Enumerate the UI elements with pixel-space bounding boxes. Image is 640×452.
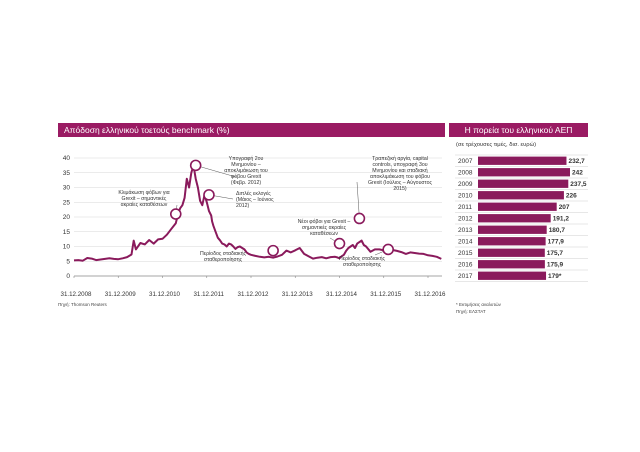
bar-chart-source: Πηγή: ΕΛΣΤΑΤ [456, 309, 486, 314]
y-tick-label: 35 [63, 170, 71, 177]
annotation-marker [169, 208, 182, 220]
bar-value-label: 242 [572, 169, 583, 176]
bar-value-label: 175,9 [547, 261, 564, 268]
annotation-leader [195, 165, 237, 178]
annotation-label: Τραπεζική αργία, capital controls, υπογρα… [368, 155, 432, 192]
x-tick-label: 31.12.2015 [370, 291, 402, 298]
bar-category-label: 2014 [458, 238, 473, 245]
gdp-bar [478, 237, 546, 246]
bar-category-label: 2007 [458, 158, 473, 165]
bar-chart-footnote: * Εκτιμήσεις αναλυτών [456, 302, 501, 307]
gdp-bar [478, 271, 547, 280]
annotation-marker [333, 237, 346, 250]
bar-value-label: 177,9 [548, 238, 565, 245]
bar-category-label: 2012 [458, 215, 473, 222]
line-chart-source: Πηγή: Thomson Reuters [58, 302, 107, 307]
y-tick-label: 30 [63, 185, 71, 192]
annotation-marker [203, 189, 215, 201]
x-tick-label: 31.12.2016 [415, 291, 447, 298]
annotation-label: Κλιμάκωση φόβων για Grexit – σημαντικές ακ… [118, 189, 169, 208]
bar-category-label: 2017 [458, 273, 473, 280]
bar-value-label: 175,7 [547, 250, 564, 257]
gdp-bar [478, 260, 545, 269]
x-tick-label: 31.12.2010 [149, 291, 181, 298]
annotation-leader [356, 181, 360, 219]
gdp-bar [478, 191, 564, 200]
y-tick-label: 20 [63, 214, 71, 221]
annotation-label: Διπλές εκλογές (Μάιος – Ιούνιος 2012) [236, 190, 274, 209]
bar-category-label: 2008 [458, 169, 473, 176]
gdp-bar [478, 225, 547, 234]
annotation-marker [267, 244, 279, 257]
x-tick-label: 31.12.2012 [238, 291, 270, 298]
x-tick-label: 31.12.2014 [326, 291, 358, 298]
line-chart-header: Απόδοση ελληνικού τοετούς benchmark (%) [58, 123, 445, 137]
y-tick-label: 0 [66, 273, 70, 280]
annotation-label: Υπογραφή 2ου Μνημονίου – αποκλιμάκωση του φ… [224, 155, 268, 186]
bar-value-label: 191,2 [553, 215, 570, 222]
y-tick-label: 25 [63, 199, 71, 206]
bar-value-label: 179* [548, 273, 562, 280]
annotation-marker [189, 159, 202, 172]
bar-value-label: 226 [566, 192, 577, 199]
bar-value-label: 232,7 [568, 158, 585, 165]
bar-category-label: 2010 [458, 192, 473, 199]
bar-chart-subtitle: (σε τρέχουσες τιμές, δισ. ευρώ) [456, 142, 537, 148]
annotation-label: Περίοδος σταδιακής σταθεροποίησης [339, 255, 385, 268]
annotation-label: Νέοι φόβοι για Grexit – σημαντικές ακραίε… [298, 218, 351, 237]
gdp-bar [478, 214, 551, 223]
yield-series-line [73, 164, 442, 262]
bar-category-label: 2013 [458, 227, 473, 234]
bar-value-label: 237,5 [570, 181, 587, 188]
bar-value-label: 207 [559, 204, 570, 211]
x-tick-label: 31.12.2008 [61, 291, 93, 298]
gdp-bar [478, 202, 557, 211]
bar-chart-header: Η πορεία του ελληνικού ΑΕΠ [449, 123, 588, 137]
gdp-bar [478, 248, 545, 257]
bar-category-label: 2015 [458, 250, 473, 257]
bar-category-label: 2009 [458, 181, 473, 188]
gdp-bar [478, 179, 569, 188]
annotation-marker [382, 243, 394, 256]
x-tick-label: 31.12.2013 [282, 291, 314, 298]
annotation-label: Περίοδος σταδιακής σταθεροποίησης [200, 250, 246, 263]
y-tick-label: 5 [66, 258, 70, 265]
gdp-bar [478, 168, 570, 177]
x-tick-label: 31.12.2009 [105, 291, 137, 298]
annotation-marker [353, 212, 366, 225]
y-tick-label: 15 [63, 229, 71, 236]
y-tick-label: 40 [63, 155, 71, 162]
bar-value-label: 180,7 [549, 227, 566, 234]
x-tick-label: 31.12.2011 [193, 291, 224, 298]
gdp-bar [478, 156, 567, 165]
bar-category-label: 2016 [458, 261, 473, 268]
y-tick-label: 10 [63, 244, 71, 251]
bar-category-label: 2011 [458, 204, 472, 211]
